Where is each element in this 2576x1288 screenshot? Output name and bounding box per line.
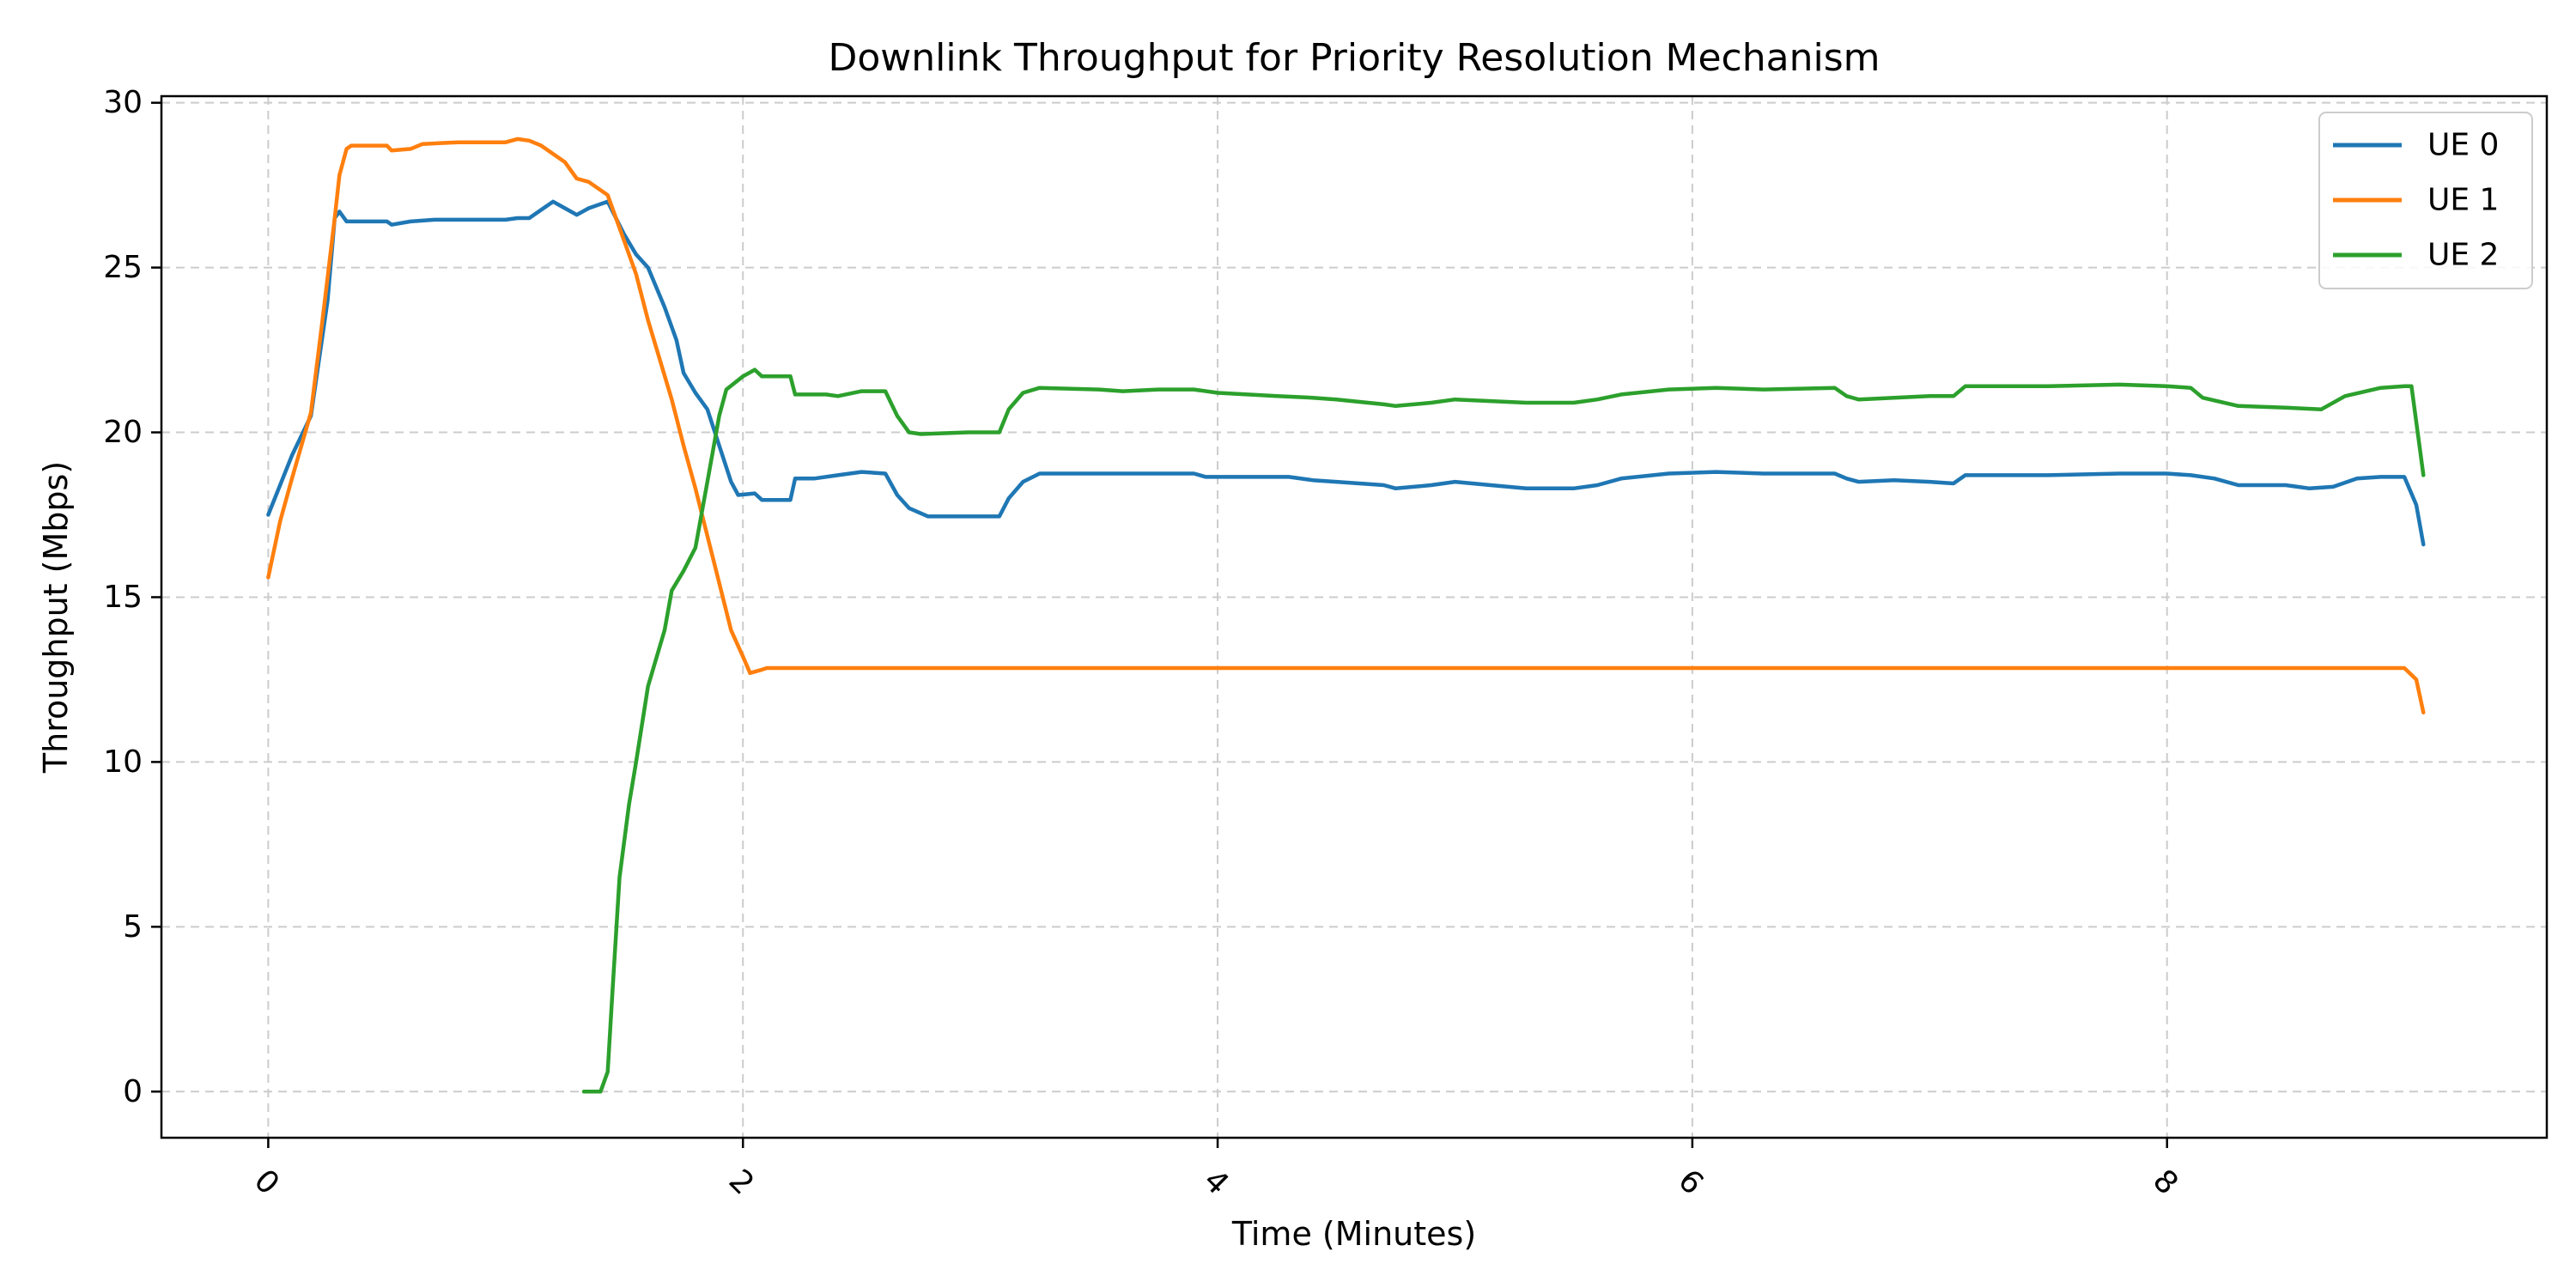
legend-box: [2318, 112, 2533, 289]
x-tick-label: 2: [722, 1163, 761, 1201]
y-tick-label: 10: [103, 744, 143, 780]
y-tick-label: 15: [103, 580, 143, 615]
series-lines: [266, 137, 2426, 1094]
legend: UE 0 UE 1 UE 2: [2318, 112, 2533, 289]
series-line-ue-2: [581, 368, 2426, 1094]
y-tick-label: 30: [103, 85, 143, 120]
series-line-ue-1: [266, 137, 2426, 715]
chart-title: Downlink Throughput for Priority Resolut…: [829, 36, 1880, 80]
legend-label-ue-0: UE 0: [2427, 128, 2499, 163]
grid-lines: [161, 96, 2547, 1138]
y-tick-label: 5: [123, 909, 143, 945]
legend-label-ue-1: UE 1: [2427, 183, 2499, 218]
y-axis-label: Throughput (Mbps): [37, 461, 75, 774]
axis-ticks: 0 2 4 6 8 0 5 10 15 20 25 30: [103, 85, 2184, 1201]
x-tick-label: 6: [1671, 1163, 1710, 1201]
y-tick-label: 0: [123, 1074, 143, 1109]
plot-area-frame: [160, 94, 2549, 1139]
y-tick-label: 25: [103, 250, 143, 285]
x-tick-label: 4: [1196, 1163, 1235, 1201]
x-axis-label: Time (Minutes): [1231, 1215, 1476, 1253]
legend-label-ue-2: UE 2: [2427, 238, 2499, 273]
series-line-ue-0: [266, 199, 2426, 547]
x-tick-label: 8: [2146, 1163, 2184, 1201]
x-tick-label: 0: [247, 1163, 286, 1201]
y-tick-label: 20: [103, 415, 143, 450]
